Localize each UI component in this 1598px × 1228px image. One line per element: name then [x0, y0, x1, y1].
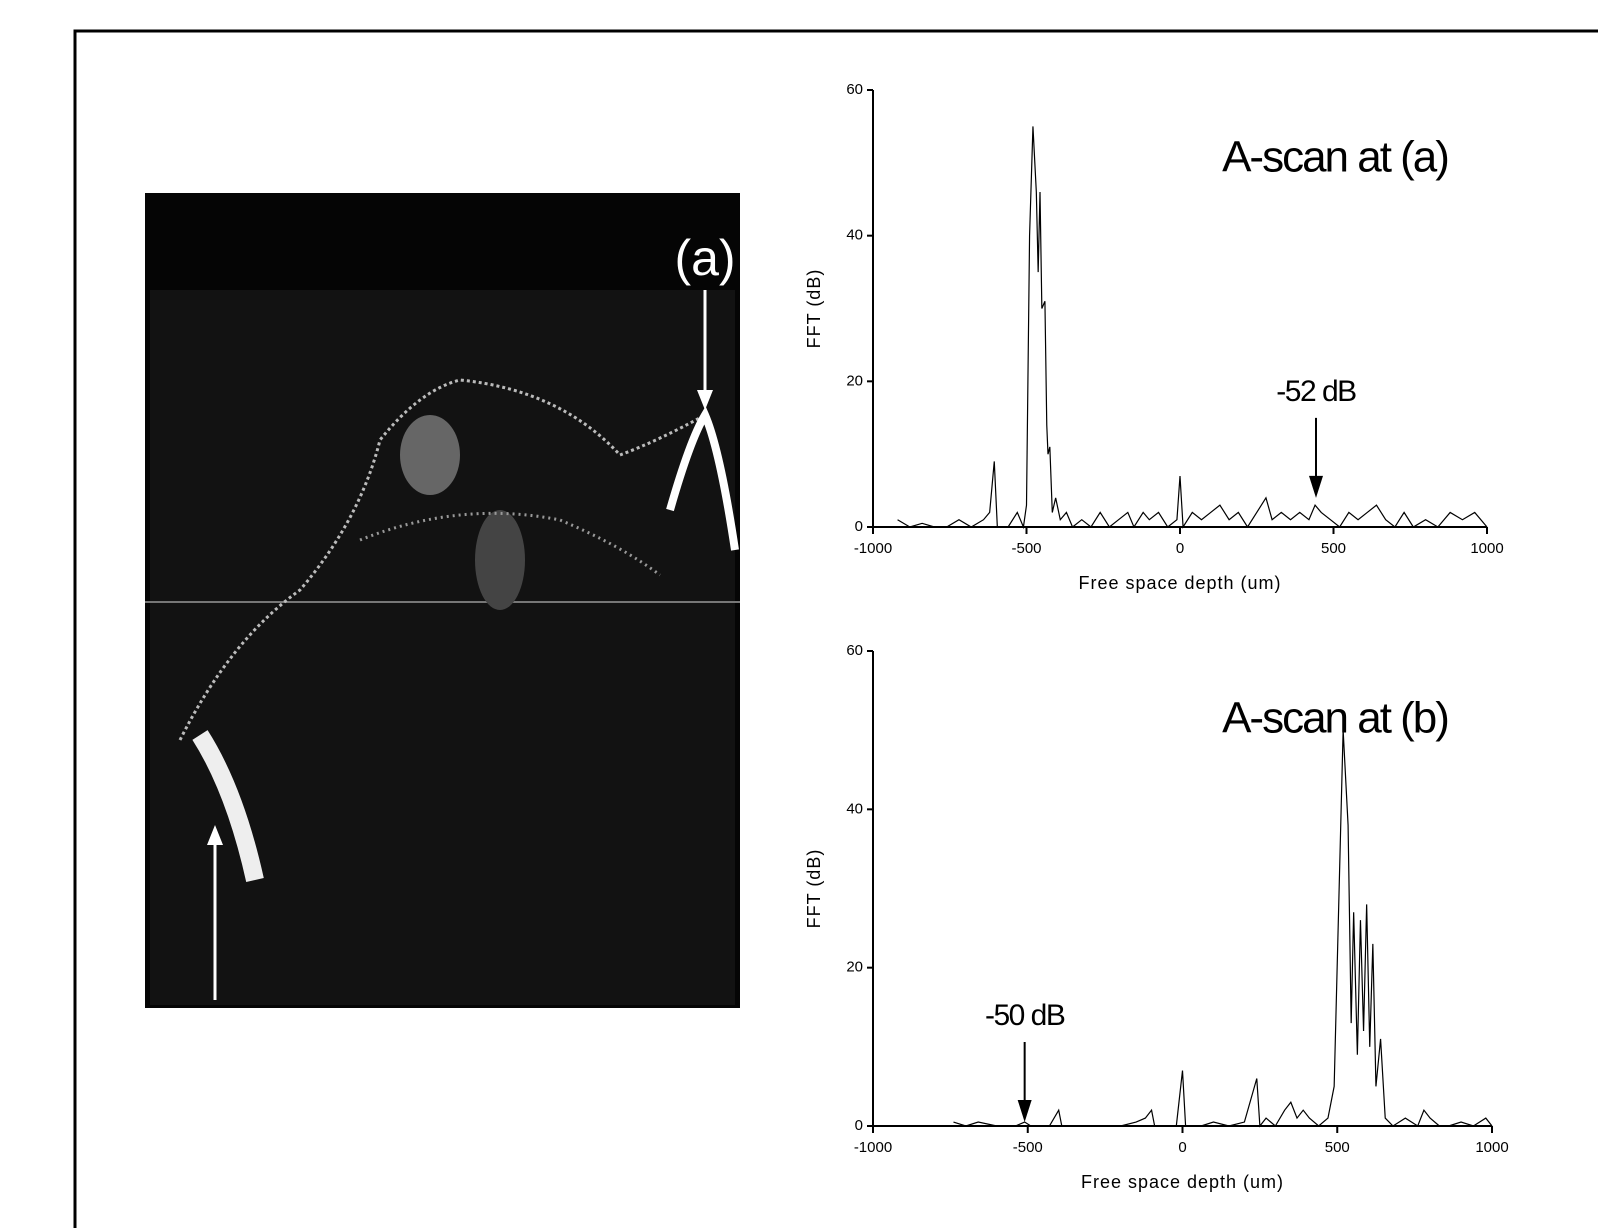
x-tick-label: 1000: [1475, 1139, 1508, 1156]
y-tick-label: 40: [846, 800, 863, 817]
x-tick-label: -500: [1011, 540, 1041, 557]
chart-title: A-scan at (b): [1222, 694, 1448, 743]
annotation-arrowhead: [1309, 475, 1324, 498]
image-label: (b): [184, 1013, 245, 1069]
x-tick-label: -500: [1013, 1139, 1043, 1156]
y-tick-label: 40: [846, 227, 863, 244]
line: [953, 730, 1493, 1128]
annotation-text: -50 dB: [985, 999, 1065, 1032]
frame: [73, 29, 1598, 1228]
y-tick-label: 0: [855, 518, 863, 535]
image-label: (a): [674, 230, 735, 286]
oct-image: (a) (b): [145, 193, 740, 1069]
y-tick-label: 20: [846, 372, 863, 389]
chart-title: A-scan at (a): [1222, 133, 1448, 182]
line: [897, 126, 1488, 530]
y-tick-label: 60: [846, 81, 863, 98]
x-tick-label: -1000: [854, 1139, 892, 1156]
x-tick-label: 500: [1325, 1139, 1350, 1156]
y-tick-label: 60: [846, 642, 863, 659]
x-tick-label: -1000: [854, 540, 892, 557]
x-tick-label: 0: [1176, 540, 1184, 557]
y-axis-label: FFT (dB): [804, 269, 824, 349]
y-tick-label: 20: [846, 959, 863, 976]
y-tick-label: 0: [855, 1117, 863, 1134]
annotation-arrowhead: [1017, 1100, 1032, 1123]
x-tick-label: 0: [1178, 1139, 1186, 1156]
x-axis-label: Free space depth (um): [1078, 573, 1281, 593]
annotation-text: -52 dB: [1276, 375, 1356, 408]
x-axis-label: Free space depth (um): [1081, 1172, 1284, 1192]
y-axis-label: FFT (dB): [804, 849, 824, 929]
x-tick-label: 500: [1321, 540, 1346, 557]
x-tick-label: 1000: [1470, 540, 1503, 557]
